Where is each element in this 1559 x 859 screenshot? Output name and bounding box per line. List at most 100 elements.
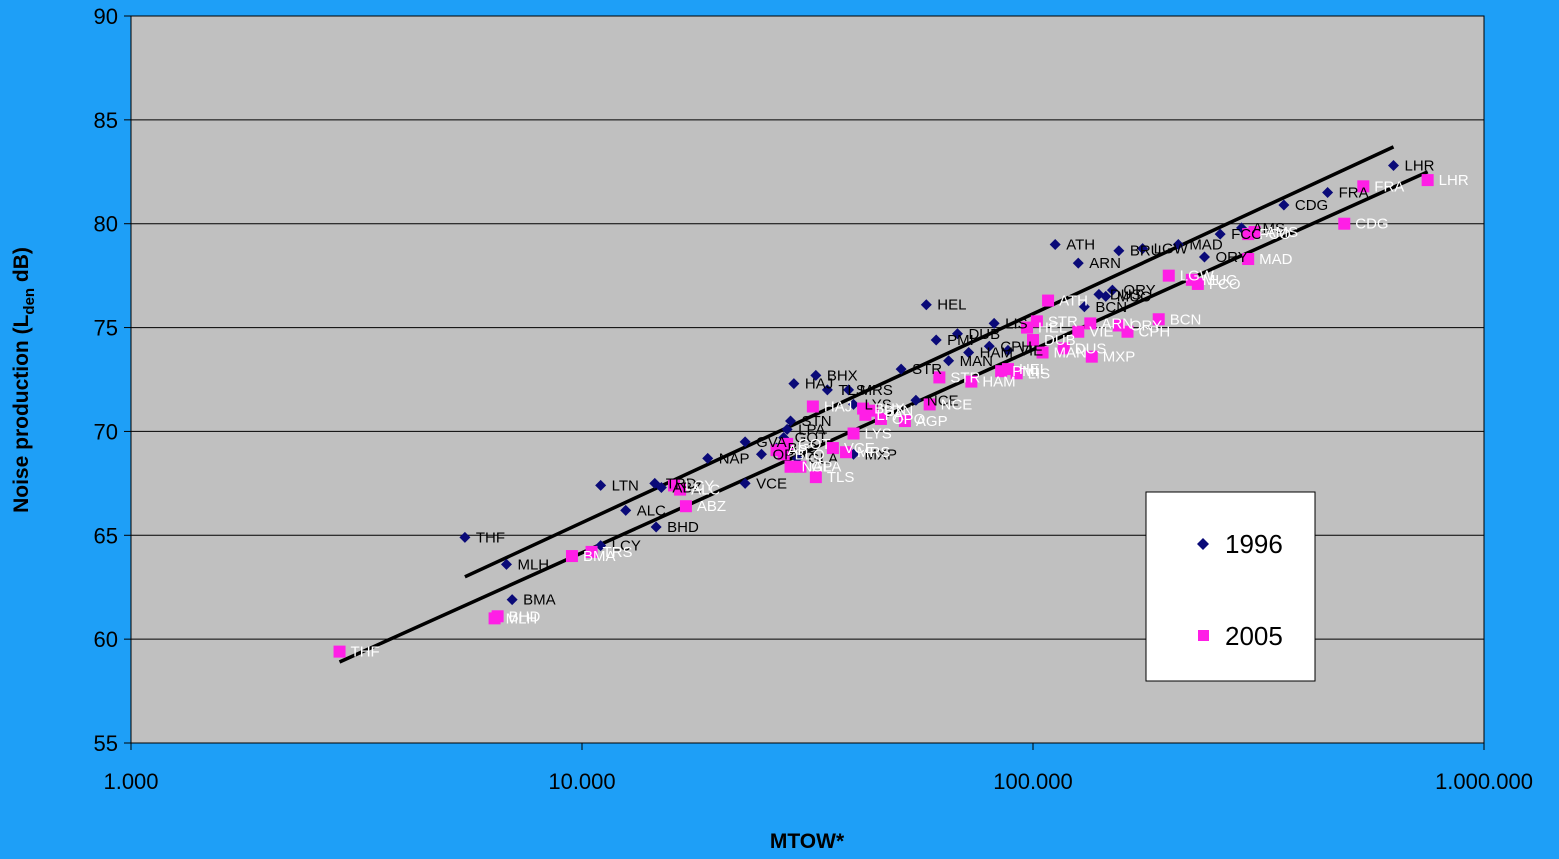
- point-label-2005: HAJ: [824, 399, 852, 416]
- point-label-2005: NCE: [941, 396, 973, 413]
- point-2005: [1191, 277, 1204, 290]
- point-label-2005: BHX: [874, 401, 905, 418]
- y-tick-label: 60: [94, 627, 118, 652]
- point-2005: [784, 460, 797, 473]
- point-label-1996: BHX: [827, 367, 858, 384]
- point-label-2005: VCE: [844, 440, 875, 457]
- point-1996: [1072, 257, 1084, 269]
- trendline-1996: [464, 145, 1395, 579]
- point-2005: [847, 427, 860, 440]
- point-label-2005: LGW: [1180, 268, 1215, 285]
- point-1996: [983, 340, 995, 352]
- point-label-2005: MAN: [1054, 344, 1087, 361]
- point-1996: [702, 452, 714, 464]
- point-label-1996: LPA: [798, 421, 825, 438]
- point-1996: [1214, 228, 1226, 240]
- point-label-2005: FRA: [1374, 178, 1404, 195]
- point-label-2005: MLH: [506, 610, 538, 627]
- point-label-1996: TRD: [666, 475, 697, 492]
- point-1996: [895, 363, 907, 375]
- point-2005: [1030, 315, 1043, 328]
- point-1996: [843, 384, 855, 396]
- point-1996: [848, 398, 860, 410]
- point-label-1996: GLA: [808, 450, 838, 467]
- point-label-1996: PMI: [947, 332, 974, 349]
- point-2005: [1010, 367, 1023, 380]
- point-label-1996: HAJ: [805, 376, 833, 393]
- point-label-2005: ABZ: [697, 498, 726, 515]
- point-label-2005: FCO: [1259, 226, 1291, 243]
- point-label-2005: TRS: [603, 544, 633, 561]
- point-label-1996: GOT: [795, 430, 828, 447]
- point-label-2005: NAP: [802, 459, 833, 476]
- point-label-1996: MUC: [1117, 288, 1151, 305]
- y-tick-label: 65: [94, 523, 118, 548]
- point-1996: [1002, 344, 1014, 356]
- point-label-1996: AMS: [1253, 220, 1286, 237]
- point-1996: [943, 355, 955, 367]
- point-1996: [755, 448, 767, 460]
- point-label-1996: CPH: [1000, 338, 1032, 355]
- point-label-1996: TLS: [838, 382, 866, 399]
- point-2005: [1057, 342, 1070, 355]
- legend-diamond-icon: [1197, 538, 1209, 550]
- point-label-2005: AP: [788, 442, 808, 459]
- point-2005: [333, 645, 346, 658]
- point-label-2005: GOT: [798, 436, 831, 453]
- point-1996: [459, 531, 471, 543]
- point-2005: [1042, 294, 1055, 307]
- x-tick-label: 1.000.000: [1435, 769, 1533, 794]
- point-label-2005: STR: [1048, 313, 1078, 330]
- point-label-2005: ATH: [1059, 293, 1088, 310]
- point-label-1996: THF: [476, 529, 505, 546]
- legend-box: [1145, 491, 1316, 682]
- point-2005: [1242, 253, 1255, 266]
- point-label-2005: MRS: [857, 444, 890, 461]
- point-2005: [965, 375, 978, 388]
- point-label-2005: VIE: [1089, 324, 1113, 341]
- point-2005: [1421, 174, 1434, 187]
- point-1996: [1198, 251, 1210, 263]
- point-label-1996: ATH: [1066, 236, 1095, 253]
- point-label-2005: AGP: [916, 413, 948, 430]
- point-2005: [491, 610, 504, 623]
- point-1996: [1172, 238, 1184, 250]
- point-label-1996: MAD: [1189, 236, 1223, 253]
- point-2005: [781, 437, 794, 450]
- legend-label-2005: 2005: [1225, 621, 1283, 651]
- point-label-2005: LIS: [1028, 365, 1051, 382]
- point-1996: [739, 477, 751, 489]
- point-2005: [898, 415, 911, 428]
- point-label-1996: HEL: [937, 297, 966, 314]
- point-2005: [1152, 313, 1165, 326]
- point-2005: [1162, 269, 1175, 282]
- point-1996: [810, 369, 822, 381]
- point-1996: [988, 317, 1000, 329]
- point-1996: [595, 540, 607, 552]
- point-label-2005: HEL: [1019, 361, 1048, 378]
- point-1996: [620, 504, 632, 516]
- point-labels: THFMLHBMALCYLTNALCTRDABZBHDNAPVCEGVAOPOB…: [351, 158, 1469, 661]
- point-label-2005: DUB: [1044, 332, 1076, 349]
- point-1996: [1049, 238, 1061, 250]
- point-1996: [1106, 284, 1118, 296]
- legend-label-1996: 1996: [1225, 529, 1283, 559]
- data-points: [333, 160, 1434, 658]
- point-1996: [1322, 187, 1334, 199]
- point-label-2005: FCO: [1209, 276, 1241, 293]
- point-label-1996: HAM: [980, 344, 1013, 361]
- point-1996: [506, 594, 518, 606]
- point-label-1996: BMA: [523, 592, 556, 609]
- point-1996: [1137, 243, 1149, 255]
- point-label-1996: ARN: [1089, 255, 1121, 272]
- point-label-2005: AMS: [1266, 224, 1299, 241]
- point-2005: [1338, 217, 1351, 230]
- point-2005: [923, 398, 936, 411]
- point-label-2005: CPH: [1138, 324, 1170, 341]
- point-label-1996: MLH: [517, 556, 549, 573]
- point-1996: [1388, 160, 1400, 172]
- point-1996: [910, 394, 922, 406]
- point-1996: [739, 436, 751, 448]
- point-2005: [1036, 346, 1049, 359]
